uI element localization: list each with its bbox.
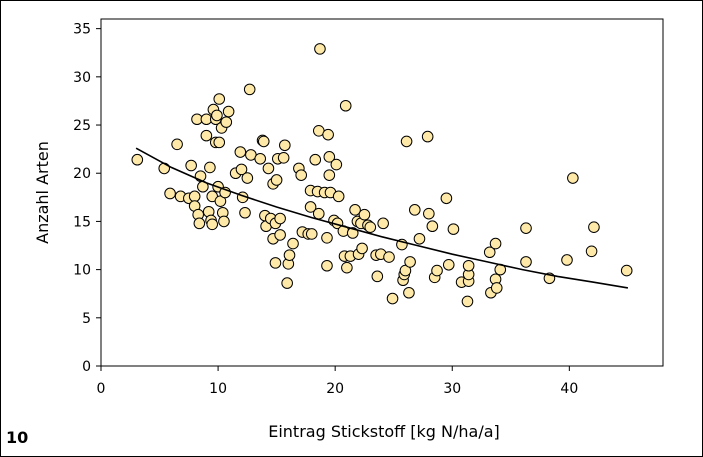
data-point bbox=[349, 204, 361, 216]
data-point bbox=[489, 237, 502, 250]
data-point bbox=[431, 264, 443, 277]
data-point bbox=[279, 139, 291, 152]
data-point bbox=[188, 190, 201, 203]
data-point bbox=[304, 201, 317, 213]
data-point bbox=[305, 228, 318, 240]
data-point bbox=[377, 217, 389, 230]
data-point bbox=[269, 257, 282, 269]
data-point bbox=[330, 158, 343, 171]
data-point bbox=[213, 93, 226, 105]
trend-line bbox=[135, 147, 629, 289]
data-point bbox=[620, 264, 633, 277]
x-tick-label: 0 bbox=[97, 381, 106, 397]
data-point bbox=[211, 109, 223, 122]
data-point bbox=[131, 153, 144, 166]
data-point bbox=[400, 135, 413, 148]
x-axis-title: Eintrag Stickstoff [kg N/ha/a] bbox=[268, 422, 500, 441]
data-point bbox=[423, 207, 435, 220]
data-point bbox=[440, 192, 453, 205]
data-point bbox=[442, 258, 455, 271]
data-point bbox=[274, 212, 286, 225]
data-point bbox=[164, 187, 176, 200]
y-tick-label: 35 bbox=[73, 22, 91, 38]
data-point bbox=[213, 136, 226, 149]
data-point bbox=[339, 99, 352, 112]
data-point bbox=[461, 295, 474, 308]
data-point bbox=[323, 151, 336, 163]
y-axis-title: Anzahl Arten bbox=[33, 141, 52, 244]
data-point bbox=[274, 229, 286, 241]
data-point bbox=[585, 245, 598, 258]
x-tick-label: 10 bbox=[209, 381, 227, 397]
data-point bbox=[483, 246, 496, 259]
data-point bbox=[332, 190, 345, 203]
data-point bbox=[386, 292, 399, 305]
data-point bbox=[447, 223, 460, 235]
data-point bbox=[364, 221, 377, 233]
panel-number: 10 bbox=[6, 428, 29, 447]
data-point bbox=[383, 251, 395, 263]
x-tick-label: 20 bbox=[326, 381, 344, 397]
data-point bbox=[312, 207, 325, 220]
data-point bbox=[254, 152, 267, 165]
data-point bbox=[193, 217, 206, 230]
x-tick-label: 40 bbox=[560, 381, 578, 397]
y-tick-label: 25 bbox=[73, 118, 91, 134]
data-point bbox=[277, 152, 290, 164]
data-point bbox=[204, 161, 216, 174]
data-point bbox=[490, 282, 503, 294]
data-point bbox=[341, 261, 353, 274]
data-point bbox=[323, 169, 336, 181]
data-point bbox=[358, 208, 371, 221]
y-tick-label: 10 bbox=[73, 263, 91, 279]
data-point bbox=[185, 159, 197, 172]
data-point bbox=[262, 162, 275, 175]
data-point bbox=[520, 222, 532, 234]
y-tick-label: 30 bbox=[73, 70, 91, 86]
data-point bbox=[239, 206, 251, 219]
data-point bbox=[222, 105, 235, 118]
data-point bbox=[235, 163, 248, 176]
data-point bbox=[413, 232, 426, 245]
data-point bbox=[404, 256, 416, 268]
data-point bbox=[356, 242, 368, 255]
data-point bbox=[220, 116, 233, 128]
y-tick-label: 0 bbox=[82, 359, 91, 375]
data-point bbox=[283, 249, 296, 261]
data-point bbox=[206, 218, 219, 231]
data-point bbox=[234, 146, 247, 158]
data-point bbox=[371, 270, 384, 283]
data-point bbox=[426, 220, 439, 233]
data-point bbox=[309, 153, 322, 166]
data-point bbox=[200, 129, 213, 142]
y-tick-label: 15 bbox=[73, 214, 91, 230]
data-point bbox=[295, 169, 308, 181]
data-point bbox=[561, 254, 573, 266]
data-point bbox=[462, 259, 475, 272]
data-point bbox=[322, 128, 334, 141]
data-point bbox=[257, 135, 270, 148]
data-point bbox=[241, 172, 254, 184]
data-point bbox=[321, 259, 333, 272]
plot-area bbox=[100, 18, 664, 367]
x-tick-label: 30 bbox=[443, 381, 461, 397]
data-point bbox=[321, 232, 333, 244]
data-point bbox=[588, 221, 600, 233]
data-point bbox=[403, 286, 415, 299]
data-point bbox=[287, 237, 299, 250]
data-point bbox=[270, 174, 283, 186]
y-tick-label: 20 bbox=[73, 166, 91, 182]
y-tick-label: 5 bbox=[82, 311, 91, 327]
data-point bbox=[218, 215, 230, 228]
data-point bbox=[243, 83, 256, 96]
data-point bbox=[421, 130, 434, 143]
data-point bbox=[567, 172, 579, 184]
data-point bbox=[520, 256, 532, 268]
data-point bbox=[281, 277, 293, 289]
data-point bbox=[171, 138, 183, 151]
data-point bbox=[408, 204, 421, 216]
data-point bbox=[314, 43, 326, 55]
